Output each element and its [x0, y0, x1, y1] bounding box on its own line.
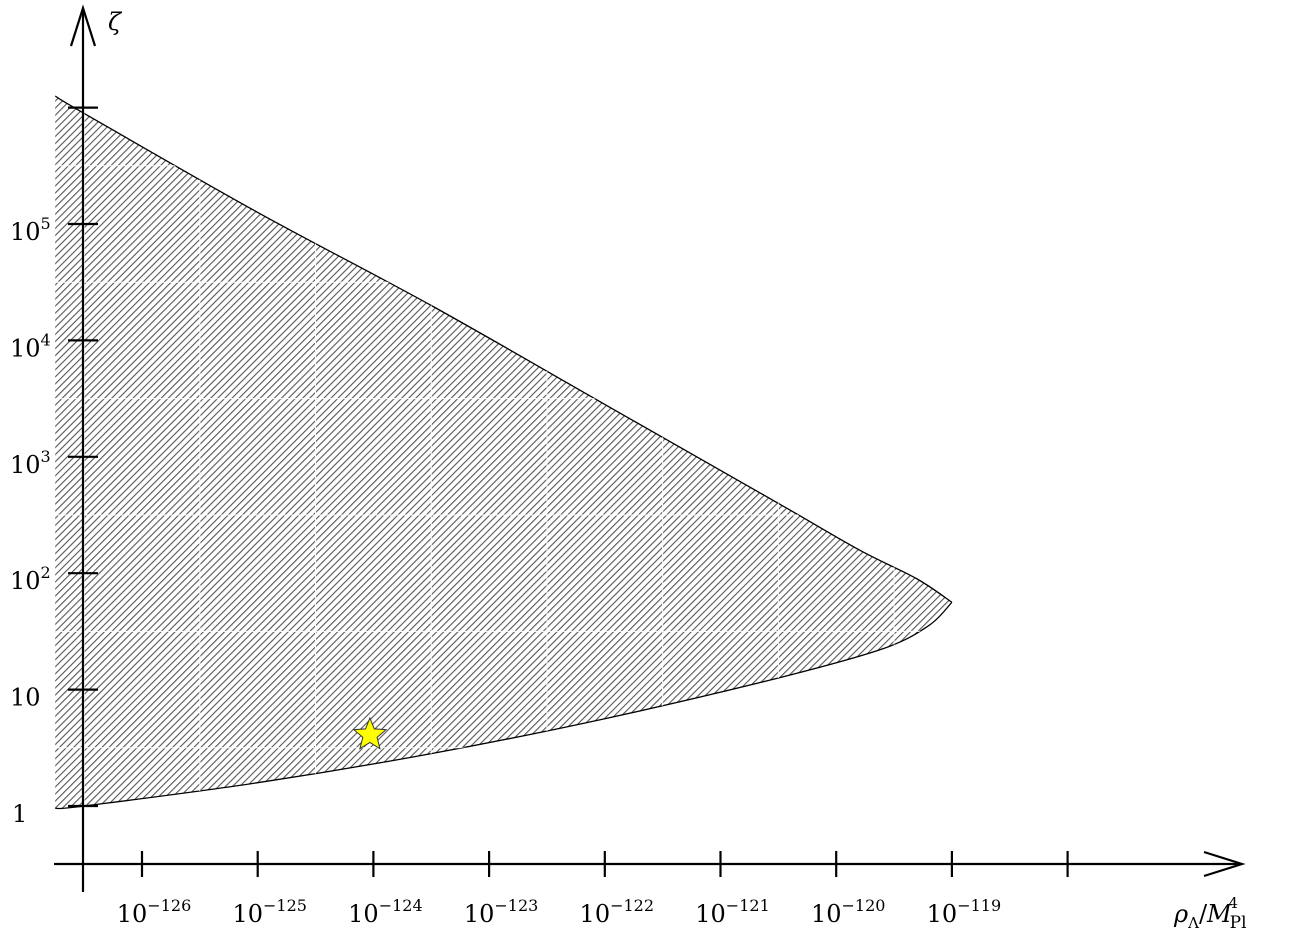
x-axis-arrow: [1203, 850, 1246, 878]
x-tick-label: 10−124: [348, 896, 423, 928]
x-tick-label: 10−125: [232, 896, 307, 928]
x-tick-label: 10−120: [811, 896, 886, 928]
x-tick-label: 10−123: [464, 896, 538, 928]
y-tick-label: 105: [10, 214, 51, 246]
region-fill: [55, 96, 952, 809]
axes-layer: [54, 4, 1246, 892]
star-marker: [352, 716, 388, 750]
y-tick-label: 1: [12, 800, 27, 828]
svg-text:ρΛ/MPl4: ρΛ/MPl4: [1173, 894, 1247, 932]
y-axis-label: ζ: [108, 8, 123, 36]
x-axis-label-lambda: Λ: [1187, 914, 1199, 932]
x-axis-label-rho: ρ: [1173, 900, 1188, 928]
x-axis-label-slash: /: [1199, 900, 1208, 928]
x-tick-label: 10−126: [117, 896, 192, 928]
y-tick-label: 104: [10, 330, 51, 362]
x-axis-label-m-sub: Pl: [1230, 913, 1247, 932]
x-axis-label-m: M: [1206, 900, 1233, 928]
y-tick-label: 102: [10, 563, 51, 595]
lower-boundary-curve: [55, 601, 953, 810]
marker-layer: [352, 716, 388, 750]
x-tick-label: 10−121: [695, 896, 770, 928]
y-axis-arrow: [69, 4, 97, 47]
x-axis-label-m-sup: 4: [1229, 894, 1239, 912]
y-tick-label: 103: [10, 447, 51, 479]
region-layer: [54, 95, 953, 810]
y-tick-label: 10: [10, 684, 41, 712]
x-tick-label: 10−122: [580, 896, 655, 928]
x-tick-label: 10−119: [927, 896, 1002, 928]
ticks-layer: 10−126 10−125 10−124 10−123 10−122 10−121 10−1…: [10, 106, 1069, 928]
x-axis-label: ρΛ/MPl4: [1173, 894, 1247, 932]
upper-boundary-curve: [54, 95, 953, 603]
